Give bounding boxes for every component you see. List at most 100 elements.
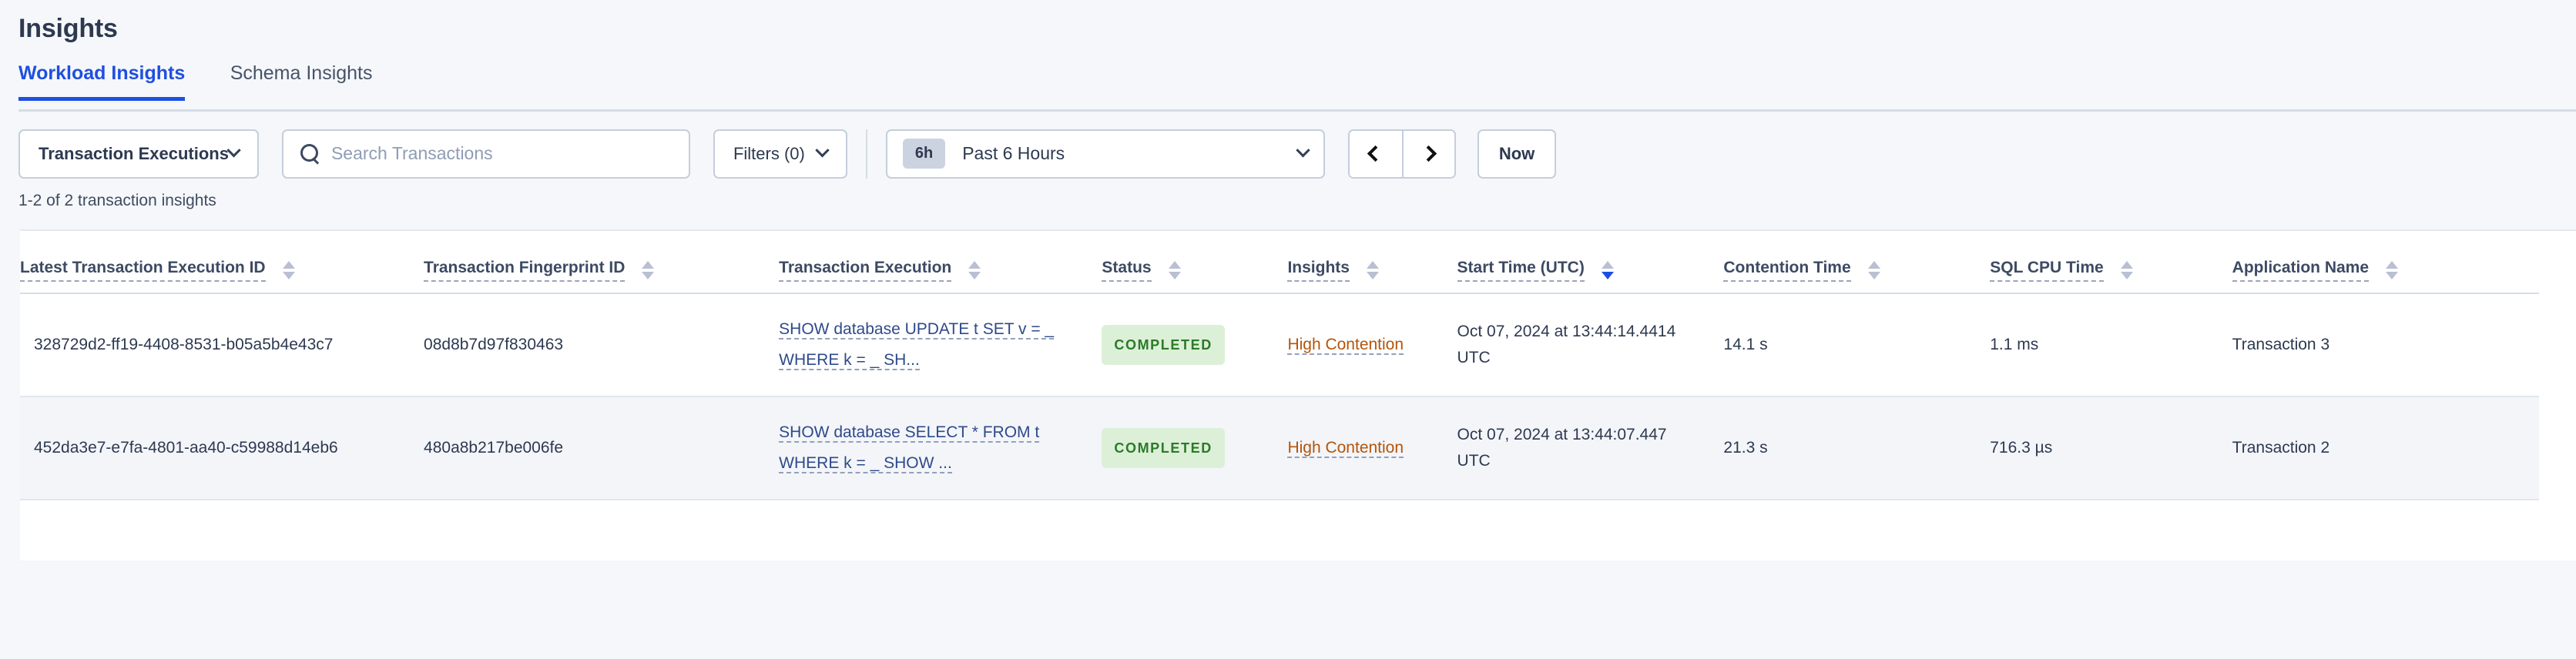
sort-toggle-application-name[interactable]	[2386, 261, 2399, 282]
sort-ascending-icon	[968, 261, 981, 269]
column-header-transaction-execution: Transaction Execution	[779, 231, 1102, 294]
chevron-down-icon	[815, 143, 830, 158]
cell-contention-time: 14.1 s	[1723, 293, 1991, 397]
toolbar: Transaction Executions Filters (0) 6h Pa…	[0, 112, 2576, 179]
cell-application-name: Transaction 3	[2232, 293, 2539, 397]
contention-time-value: 21.3 s	[1723, 439, 1768, 457]
sql-cpu-time-value: 1.1 ms	[1990, 336, 2039, 353]
start-time-value: Oct 07, 2024 at 13:44:14.4414 UTC	[1457, 323, 1676, 366]
previous-range-button[interactable]	[1349, 130, 1402, 177]
cell-start-time: Oct 07, 2024 at 13:44:14.4414 UTC	[1457, 293, 1724, 397]
filters-button-label: Filters (0)	[733, 143, 805, 163]
column-header-start-time-utc: Start Time (UTC)	[1457, 231, 1724, 294]
cell-transaction-execution: SHOW database SELECT * FROM t WHERE k = …	[779, 396, 1102, 500]
column-header-insights: Insights	[1287, 231, 1457, 294]
column-label: Transaction Fingerprint ID	[424, 259, 626, 282]
column-label: Latest Transaction Execution ID	[20, 259, 266, 282]
time-range-badge: 6h	[902, 139, 946, 169]
sort-descending-icon	[642, 272, 655, 279]
cell-application-name: Transaction 2	[2232, 396, 2539, 500]
cell-latest-transaction-execution-id: 328729d2-ff19-4408-8531-b05a5b4e43c7	[20, 293, 424, 397]
next-range-button[interactable]	[1401, 130, 1454, 177]
cell-sql-cpu-time: 716.3 µs	[1990, 396, 2232, 500]
column-header-latest-transaction-execution-id: Latest Transaction Execution ID	[20, 231, 424, 294]
cell-contention-time: 21.3 s	[1723, 396, 1991, 500]
column-label: Status	[1102, 259, 1152, 282]
filters-button[interactable]: Filters (0)	[713, 129, 847, 179]
cell-transaction-fingerprint-id: 480a8b217be006fe	[424, 396, 780, 500]
column-header-contention-time: Contention Time	[1723, 231, 1991, 294]
tab-workload-insights[interactable]: Workload Insights	[18, 61, 186, 101]
cell-transaction-execution: SHOW database UPDATE t SET v = _ WHERE k…	[779, 293, 1102, 397]
sort-toggle-transaction-fingerprint-id[interactable]	[642, 261, 655, 282]
transaction-execution-link[interactable]: SHOW database SELECT * FROM t WHERE k = …	[779, 423, 1040, 473]
sort-toggle-latest-transaction-execution-id[interactable]	[282, 261, 295, 282]
execution-id-value: 452da3e7-e7fa-4801-aa40-c59988d14eb6	[34, 439, 338, 457]
column-label: SQL CPU Time	[1990, 259, 2104, 282]
cell-start-time: Oct 07, 2024 at 13:44:07.447 UTC	[1457, 396, 1724, 500]
sort-descending-icon	[1168, 272, 1181, 279]
insights-table-card: Latest Transaction Execution ID Transact…	[20, 229, 2576, 560]
status-badge: COMPLETED	[1102, 428, 1225, 468]
tab-workload-insights-label: Workload Insights	[18, 62, 186, 84]
table-header-row: Latest Transaction Execution ID Transact…	[20, 231, 2539, 294]
contention-time-value: 14.1 s	[1723, 336, 1768, 353]
chevron-down-icon	[1296, 143, 1310, 158]
view-selector-label: Transaction Executions	[39, 143, 229, 163]
cell-insights: High Contention	[1287, 396, 1457, 500]
column-header-status: Status	[1102, 231, 1288, 294]
sort-toggle-sql-cpu-time[interactable]	[2120, 261, 2133, 282]
sort-ascending-icon	[1601, 261, 1614, 269]
transaction-execution-link[interactable]: SHOW database UPDATE t SET v = _ WHERE k…	[779, 320, 1055, 370]
time-range-selector[interactable]: 6h Past 6 Hours	[885, 129, 1325, 179]
application-name-value: Transaction 2	[2232, 439, 2330, 457]
column-label: Transaction Execution	[779, 259, 952, 282]
column-header-transaction-fingerprint-id: Transaction Fingerprint ID	[424, 231, 780, 294]
execution-id-value: 328729d2-ff19-4408-8531-b05a5b4e43c7	[34, 336, 334, 353]
sort-ascending-icon	[2120, 261, 2133, 269]
time-range-label: Past 6 Hours	[962, 143, 1065, 163]
cell-status: COMPLETED	[1102, 396, 1288, 500]
cell-transaction-fingerprint-id: 08d8b7d97f830463	[424, 293, 780, 397]
table-row[interactable]: 452da3e7-e7fa-4801-aa40-c59988d14eb6 480…	[20, 396, 2539, 500]
sort-ascending-icon	[1867, 261, 1880, 269]
sort-toggle-insights[interactable]	[1366, 261, 1379, 282]
sql-cpu-time-value: 716.3 µs	[1990, 439, 2053, 457]
now-button-label: Now	[1498, 143, 1535, 163]
sort-ascending-icon	[642, 261, 655, 269]
cell-status: COMPLETED	[1102, 293, 1288, 397]
insight-link[interactable]: High Contention	[1287, 439, 1404, 458]
sort-ascending-icon	[282, 261, 295, 269]
now-button[interactable]: Now	[1477, 129, 1557, 179]
column-label: Insights	[1287, 259, 1350, 282]
column-label: Contention Time	[1723, 259, 1851, 282]
sort-descending-icon	[282, 272, 295, 279]
sort-descending-icon	[968, 272, 981, 279]
fingerprint-id-value: 480a8b217be006fe	[424, 439, 564, 457]
table-row[interactable]: 328729d2-ff19-4408-8531-b05a5b4e43c7 08d…	[20, 293, 2539, 397]
sort-descending-icon	[1366, 272, 1379, 279]
sort-ascending-icon	[1168, 261, 1181, 269]
cell-insights: High Contention	[1287, 293, 1457, 397]
insight-link[interactable]: High Contention	[1287, 336, 1404, 355]
page-title: Insights	[18, 14, 118, 43]
view-selector-dropdown[interactable]: Transaction Executions	[18, 129, 259, 179]
sort-toggle-start-time-utc[interactable]	[1601, 261, 1614, 282]
chevron-right-icon	[1420, 145, 1437, 162]
sort-descending-icon	[1867, 272, 1880, 279]
column-header-sql-cpu-time: SQL CPU Time	[1990, 231, 2232, 294]
tab-schema-insights[interactable]: Schema Insights	[230, 61, 373, 101]
search-icon	[300, 143, 320, 164]
search-transactions-box[interactable]	[281, 129, 690, 179]
time-nav-group	[1347, 129, 1456, 179]
column-header-application-name: Application Name	[2232, 231, 2539, 294]
start-time-value: Oct 07, 2024 at 13:44:07.447 UTC	[1457, 426, 1667, 470]
sort-toggle-contention-time[interactable]	[1867, 261, 1880, 282]
search-input[interactable]	[330, 143, 672, 164]
sort-toggle-status[interactable]	[1168, 261, 1181, 282]
fingerprint-id-value: 08d8b7d97f830463	[424, 336, 564, 353]
cell-latest-transaction-execution-id: 452da3e7-e7fa-4801-aa40-c59988d14eb6	[20, 396, 424, 500]
chevron-left-icon	[1367, 145, 1384, 162]
sort-toggle-transaction-execution[interactable]	[968, 261, 981, 282]
insights-page: Insights Workload Insights Schema Insigh…	[0, 0, 2576, 560]
